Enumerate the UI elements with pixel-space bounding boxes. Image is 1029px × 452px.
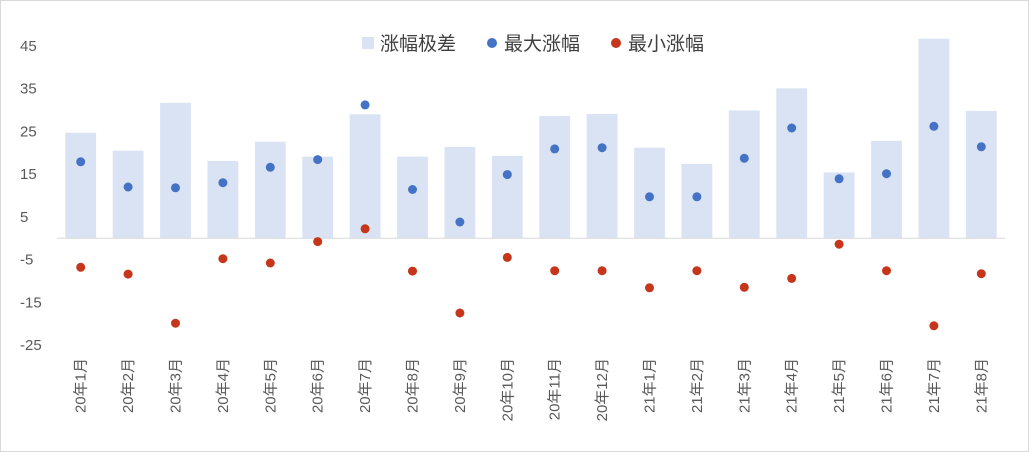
x-axis-ticks: 20年1月 20年2月 20年3月 20年4月 20年5月 20年6月 20年7月 20年8月… [73, 358, 991, 421]
min-point [550, 266, 560, 276]
max-point [929, 121, 939, 131]
range-bar [823, 172, 855, 239]
max-series [76, 100, 986, 227]
legend: 涨幅极差 最大涨幅 最小涨幅 [362, 33, 704, 55]
min-point [645, 283, 654, 293]
min-point [692, 266, 702, 276]
max-point [502, 170, 512, 180]
y-tick-label: 5 [20, 209, 28, 226]
min-point [882, 266, 891, 276]
x-tick-label: 21年3月 [736, 358, 753, 413]
legend-min-label: 最小涨幅 [628, 33, 704, 55]
x-tick-label: 21年5月 [831, 358, 848, 413]
min-point [834, 239, 844, 249]
range-bar [539, 116, 571, 239]
x-tick-label: 20年8月 [405, 358, 422, 413]
legend-max-marker [487, 38, 497, 48]
range-bar [397, 156, 428, 239]
min-point [739, 282, 749, 292]
min-point [455, 308, 465, 318]
max-point [882, 169, 891, 179]
y-tick-label: 35 [20, 81, 37, 98]
legend-bar-label: 涨幅极差 [380, 33, 456, 55]
max-point [76, 157, 86, 167]
y-tick-label: -5 [20, 252, 33, 269]
max-point [360, 100, 370, 110]
range-bar [586, 113, 618, 239]
max-point [171, 183, 180, 193]
y-axis-ticks: 45 35 25 15 5 -5 -15 -25 [20, 38, 42, 354]
range-bar [302, 156, 334, 239]
max-point [739, 153, 749, 163]
x-tick-label: 20年4月 [215, 358, 232, 413]
range-bar [728, 110, 760, 239]
x-tick-label: 20年7月 [357, 358, 374, 413]
y-tick-label: 15 [20, 166, 37, 183]
min-point [218, 254, 228, 264]
min-point [408, 266, 417, 276]
max-point [218, 178, 228, 188]
max-point [550, 144, 560, 154]
x-tick-label: 20年11月 [547, 358, 564, 420]
max-point [408, 185, 417, 194]
x-tick-label: 21年1月 [642, 358, 659, 413]
min-point [597, 266, 607, 276]
x-tick-label: 20年9月 [452, 358, 469, 413]
max-point [597, 143, 607, 153]
max-point [834, 174, 844, 184]
max-point [455, 217, 465, 227]
min-point [76, 262, 86, 272]
y-tick-label: 25 [20, 123, 37, 140]
x-tick-label: 20年6月 [310, 358, 327, 413]
range-bar [65, 132, 97, 239]
y-tick-label: 45 [20, 38, 37, 55]
min-point [502, 252, 512, 262]
max-point [976, 142, 986, 152]
min-point [123, 269, 133, 279]
range-bar [491, 155, 523, 239]
legend-min-marker [611, 38, 621, 48]
max-point [645, 192, 654, 202]
max-point [123, 182, 133, 192]
range-bar [965, 110, 997, 239]
x-tick-label: 20年2月 [120, 358, 137, 413]
range-bar [112, 150, 144, 239]
range-bar [160, 102, 191, 239]
max-point [787, 123, 797, 133]
range-bar [776, 88, 808, 239]
x-tick-label: 21年7月 [926, 358, 943, 413]
x-tick-label: 20年3月 [168, 358, 185, 413]
x-tick-label: 21年2月 [689, 358, 706, 413]
range-bar [871, 140, 902, 239]
min-series [76, 224, 986, 331]
min-point [313, 237, 323, 247]
min-point [787, 273, 797, 283]
legend-bar-swatch [362, 37, 374, 49]
range-bar [918, 38, 950, 239]
x-tick-label: 21年6月 [879, 358, 896, 413]
max-point [265, 162, 275, 172]
range-bar [349, 114, 381, 239]
range-bar [207, 160, 239, 239]
range-bar [254, 141, 286, 239]
min-point [171, 318, 180, 328]
x-tick-label: 20年10月 [499, 358, 516, 421]
bar-series [65, 38, 997, 239]
legend-max-label: 最大涨幅 [504, 33, 580, 55]
max-point [692, 192, 702, 202]
min-point [929, 321, 939, 331]
max-point [313, 155, 323, 165]
x-tick-label: 21年4月 [784, 358, 801, 413]
x-tick-label: 21年8月 [973, 358, 990, 413]
x-tick-label: 20年12月 [594, 358, 611, 421]
y-tick-label: -15 [20, 294, 42, 311]
x-tick-label: 20年1月 [73, 358, 90, 413]
y-tick-label: -25 [20, 337, 42, 354]
min-point [265, 258, 275, 268]
min-point [360, 224, 370, 234]
x-tick-label: 20年5月 [262, 358, 279, 413]
min-point [976, 269, 986, 279]
